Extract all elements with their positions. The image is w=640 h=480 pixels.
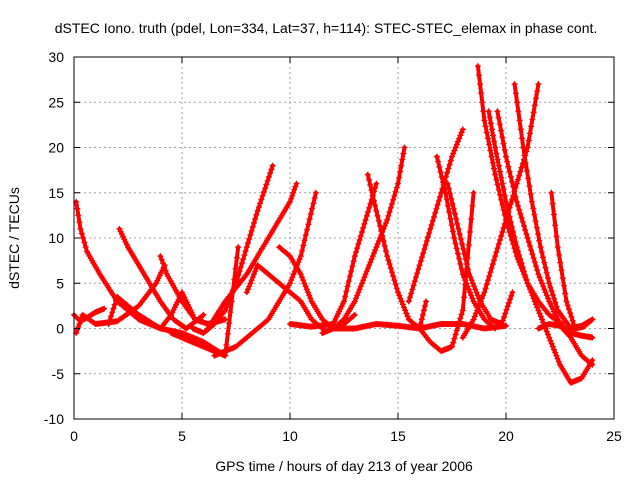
series-plus-markers — [364, 171, 430, 332]
series-plus-markers — [211, 189, 319, 359]
series-plus-markers — [444, 180, 516, 327]
series-pass-10 — [211, 189, 319, 359]
y-tick-label: 30 — [48, 49, 64, 65]
series-pass-19 — [433, 153, 499, 332]
y-axis-label: dSTEC / TECUs — [6, 187, 22, 289]
x-tick-label: 5 — [178, 428, 186, 444]
x-tick-label: 0 — [70, 428, 78, 444]
y-tick-label: 15 — [48, 185, 64, 201]
series-plus-markers — [73, 262, 168, 336]
series-plus-markers — [548, 189, 596, 332]
y-tick-label: 0 — [56, 321, 64, 337]
series-pass-09 — [204, 180, 300, 332]
series-pass-18 — [416, 189, 477, 355]
x-tick-label: 25 — [606, 428, 622, 444]
series-plus-markers — [433, 153, 499, 332]
x-tick-label: 15 — [390, 428, 406, 444]
series-pass-05 — [105, 289, 196, 332]
data-series — [71, 63, 596, 386]
x-tick-label: 20 — [498, 428, 514, 444]
series-plus-markers — [105, 289, 196, 332]
series-pass-14 — [319, 144, 408, 336]
x-tick-label: 10 — [282, 428, 298, 444]
x-axis-label: GPS time / hours of day 213 of year 2006 — [215, 458, 473, 474]
series-plus-markers — [416, 189, 477, 355]
series-pass-07 — [168, 244, 242, 359]
y-tick-label: 5 — [56, 275, 64, 291]
series-plus-markers — [243, 262, 326, 332]
series-plus-markers — [287, 180, 380, 330]
series-pass-11 — [243, 262, 326, 332]
series-plus-markers — [535, 321, 596, 368]
axis-ticks: 0 5 10 15 20 25 -10 -5 0 5 10 15 20 25 30 — [44, 49, 622, 444]
y-tick-label: -5 — [52, 366, 65, 382]
series-pass-17 — [405, 126, 466, 305]
series-pass-27 — [535, 321, 596, 368]
series-line — [320, 145, 407, 335]
series-pass-13 — [287, 180, 380, 330]
series-plus-markers — [319, 144, 408, 336]
series-plus-markers — [405, 126, 466, 305]
series-plus-markers — [204, 180, 300, 332]
chart-title: dSTEC Iono. truth (pdel, Lon=334, Lat=37… — [55, 20, 598, 36]
y-tick-label: 10 — [48, 230, 64, 246]
series-pass-02 — [73, 262, 168, 336]
y-tick-label: 20 — [48, 140, 64, 156]
y-tick-label: -10 — [44, 411, 64, 427]
y-tick-label: 25 — [48, 94, 64, 110]
series-pass-26 — [548, 189, 596, 332]
